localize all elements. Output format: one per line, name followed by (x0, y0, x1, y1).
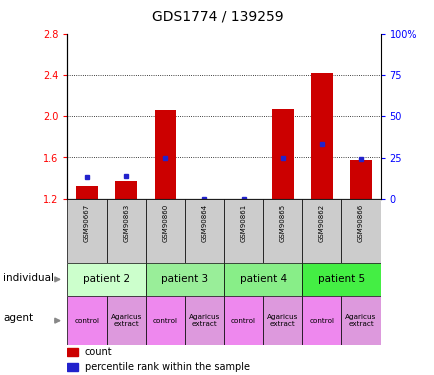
Bar (106, 296, 145, 345)
Bar (145, 296, 184, 345)
Bar (67, 363, 78, 371)
Text: control: control (230, 318, 256, 324)
Bar (145, 199, 184, 262)
Text: count: count (85, 347, 112, 357)
Text: individual: individual (3, 273, 54, 283)
Bar (115, 181, 137, 199)
Bar (349, 160, 371, 199)
Bar (302, 296, 341, 345)
Text: GSM90667: GSM90667 (84, 204, 90, 242)
Bar (341, 199, 380, 262)
Bar (67, 199, 106, 262)
Text: Agaricus
extract: Agaricus extract (266, 314, 298, 327)
Bar (302, 199, 341, 262)
Bar (224, 262, 302, 296)
Bar (302, 262, 380, 296)
Text: control: control (309, 318, 334, 324)
Bar (310, 73, 332, 199)
Text: GDS1774 / 139259: GDS1774 / 139259 (151, 9, 283, 23)
Bar (67, 296, 106, 345)
Bar (154, 110, 176, 199)
Text: Agaricus
extract: Agaricus extract (345, 314, 376, 327)
Text: agent: agent (3, 313, 33, 323)
Bar (145, 262, 224, 296)
Text: control: control (152, 318, 178, 324)
Bar (271, 109, 293, 199)
Bar (341, 296, 380, 345)
Bar (67, 348, 78, 356)
Bar (224, 199, 263, 262)
Text: patient 2: patient 2 (83, 274, 130, 284)
Text: GSM90864: GSM90864 (201, 204, 207, 242)
Bar (67, 262, 145, 296)
Bar (106, 199, 145, 262)
Text: GSM90862: GSM90862 (318, 204, 324, 242)
Bar (76, 186, 98, 199)
Text: GSM90863: GSM90863 (123, 204, 129, 242)
Bar (263, 199, 302, 262)
Text: GSM90866: GSM90866 (357, 204, 363, 242)
Text: GSM90860: GSM90860 (162, 204, 168, 242)
Text: control: control (74, 318, 99, 324)
Text: percentile rank within the sample: percentile rank within the sample (85, 362, 249, 372)
Bar (263, 296, 302, 345)
Bar (184, 296, 224, 345)
Text: GSM90861: GSM90861 (240, 204, 246, 242)
Text: Agaricus
extract: Agaricus extract (110, 314, 141, 327)
Text: patient 5: patient 5 (317, 274, 364, 284)
Bar (224, 296, 263, 345)
Text: patient 4: patient 4 (239, 274, 286, 284)
Text: Agaricus
extract: Agaricus extract (188, 314, 220, 327)
Text: GSM90865: GSM90865 (279, 204, 285, 242)
Text: patient 3: patient 3 (161, 274, 208, 284)
Bar (184, 199, 224, 262)
